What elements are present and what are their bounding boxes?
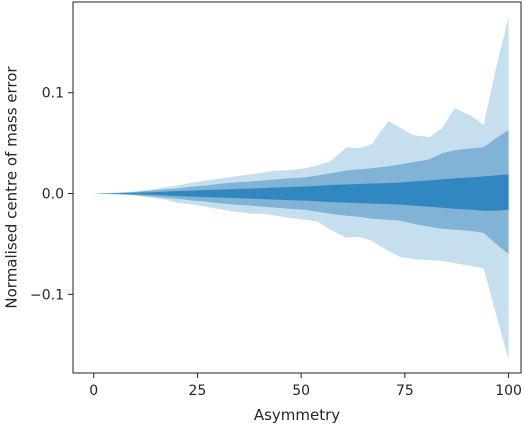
x-tick-label: 75 xyxy=(396,383,414,399)
band-3 xyxy=(93,174,509,211)
plot-frame xyxy=(72,1,522,374)
x-tick-label: 50 xyxy=(292,383,310,399)
x-tick-label: 100 xyxy=(495,383,522,399)
y-tick-label: 0.0 xyxy=(42,187,64,203)
x-tick-label: 0 xyxy=(89,383,98,399)
y-tick-label: −0.1 xyxy=(30,287,64,303)
y-tick-label: 0.1 xyxy=(42,86,64,102)
x-axis-ticks: 0 25 50 75 100 xyxy=(89,373,522,399)
y-axis-ticks: −0.1 0.0 0.1 xyxy=(30,86,73,303)
x-tick-label: 25 xyxy=(189,383,207,399)
x-axis-label: Asymmetry xyxy=(254,406,340,424)
band-layer xyxy=(93,17,509,360)
y-axis-label: Normalised centre of mass error xyxy=(3,66,21,309)
